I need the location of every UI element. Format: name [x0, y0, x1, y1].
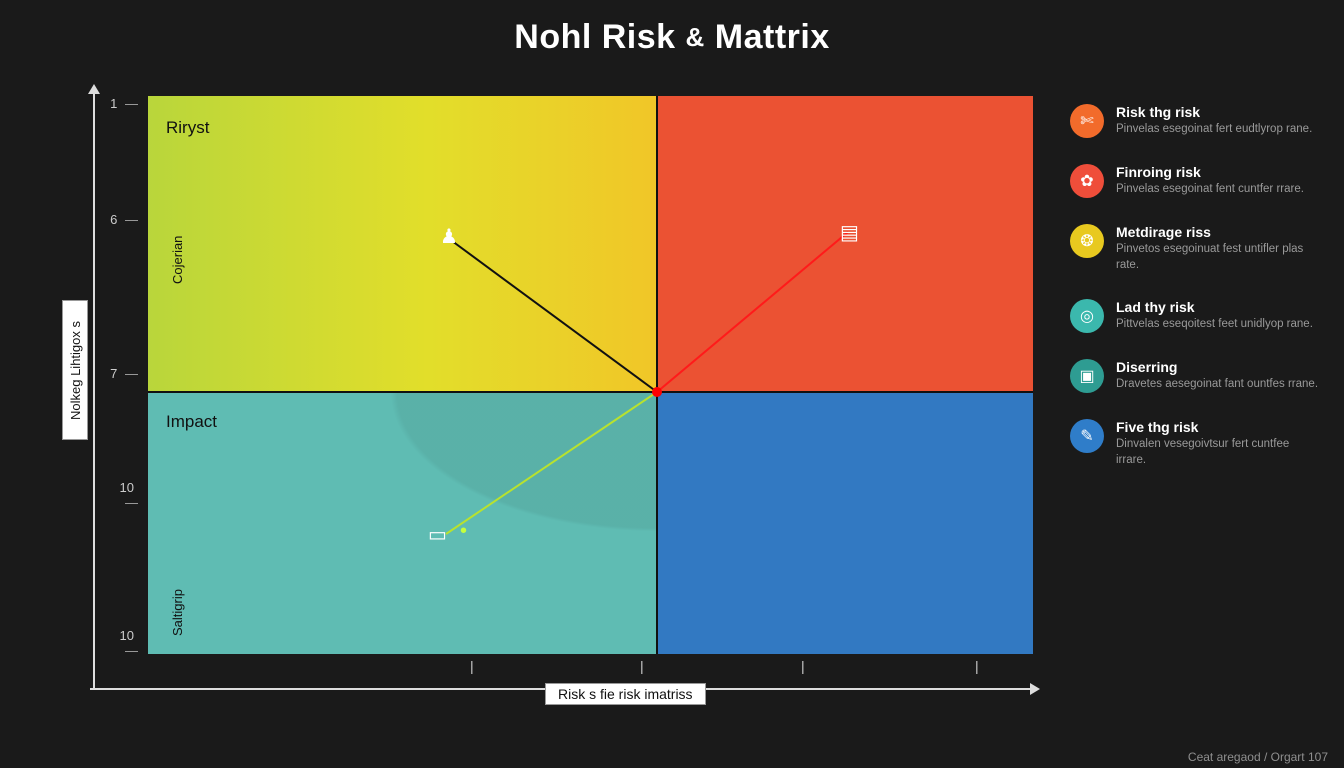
legend-title: Risk thg risk: [1116, 104, 1312, 120]
quadrant-bottom-right: [657, 392, 1033, 654]
x-axis-label: Risk s fie risk imatriss: [545, 683, 706, 705]
legend-subtitle: Pittvelas eseqoitest feet unidlyop rane.: [1116, 317, 1313, 333]
x-tick: |: [640, 658, 644, 674]
x-tick: |: [801, 658, 805, 674]
pin-icon: ◎: [1070, 299, 1104, 333]
legend: ✄ Risk thg risk Pinvelas esegoinat fert eu…: [1070, 104, 1320, 494]
x-tick: |: [975, 658, 979, 674]
y-tick: 7 —: [108, 366, 138, 381]
legend-subtitle: Pinvelas esegoinat fent cuntfer rrare.: [1116, 182, 1304, 198]
y-axis-label: Nolkeg Lihtigox s: [62, 300, 88, 440]
legend-title: Finroing risk: [1116, 164, 1304, 180]
center-dot: [652, 387, 662, 397]
dot-marker: •: [460, 520, 467, 543]
pen-icon: ✎: [1070, 419, 1104, 453]
legend-item: ✿ Finroing risk Pinvelas esegoinat fent cu…: [1070, 164, 1320, 198]
footer-credit: Ceat aregaod / Orgart 107: [1188, 750, 1328, 764]
legend-subtitle: Dravetes aesegoinat fant ountfes rrane.: [1116, 377, 1318, 393]
flame-icon: ❂: [1070, 224, 1104, 258]
title-ampersand: &: [686, 22, 705, 52]
legend-item: ✄ Risk thg risk Pinvelas esegoinat fert eu…: [1070, 104, 1320, 138]
legend-item: ❂ Metdirage riss Pinvetos esegoinuat fest …: [1070, 224, 1320, 273]
quadrant-sidelabel-bottom: Saltigrip: [170, 589, 185, 636]
note-icon: ▣: [1070, 359, 1104, 393]
y-tick: 1 —: [108, 96, 138, 111]
scissors-icon: ✄: [1070, 104, 1104, 138]
page-title: Nohl Risk & Mattrix: [0, 0, 1344, 57]
legend-title: Metdirage riss: [1116, 224, 1320, 240]
horizontal-divider: [148, 391, 1033, 393]
legend-item: ▣ Diserring Dravetes aesegoinat fant ountf…: [1070, 359, 1320, 393]
pawn-icon: ♟: [440, 224, 458, 249]
chat-icon: ▤: [840, 220, 859, 245]
card-icon: ▭: [428, 522, 447, 547]
legend-item: ◎ Lad thy risk Pittvelas eseqoitest feet u…: [1070, 299, 1320, 333]
y-axis: [93, 90, 95, 690]
quadrant-label-top-left: Riryst: [166, 118, 209, 138]
legend-title: Five thg risk: [1116, 419, 1320, 435]
legend-subtitle: Dinvalen vesegoivtsur fert cuntfee irrar…: [1116, 437, 1320, 468]
y-tick: 6 —: [108, 212, 138, 227]
x-axis-arrow-icon: [1030, 683, 1040, 695]
y-tick: 10 —: [108, 628, 138, 658]
quadrant-bottom-left: [148, 392, 657, 654]
gift-icon: ✿: [1070, 164, 1104, 198]
quadrant-sidelabel-top: Cojerian: [170, 236, 185, 284]
y-axis-arrow-icon: [88, 84, 100, 94]
vertical-divider: [656, 96, 658, 654]
title-part1: Nohl Risk: [514, 18, 675, 56]
legend-subtitle: Pinvelas esegoinat fert eudtlyrop rane.: [1116, 122, 1312, 138]
risk-matrix-plot: Riryst Impact Cojerian Saltigrip: [148, 96, 1033, 654]
legend-title: Diserring: [1116, 359, 1318, 375]
quadrant-top-left: [148, 96, 657, 392]
title-part2: Mattrix: [715, 18, 830, 56]
quadrant-label-bottom-left: Impact: [166, 412, 217, 432]
y-tick: 10 —: [108, 480, 138, 510]
x-tick: |: [470, 658, 474, 674]
legend-item: ✎ Five thg risk Dinvalen vesegoivtsur fert…: [1070, 419, 1320, 468]
legend-title: Lad thy risk: [1116, 299, 1313, 315]
legend-subtitle: Pinvetos esegoinuat fest untifler plas r…: [1116, 242, 1320, 273]
